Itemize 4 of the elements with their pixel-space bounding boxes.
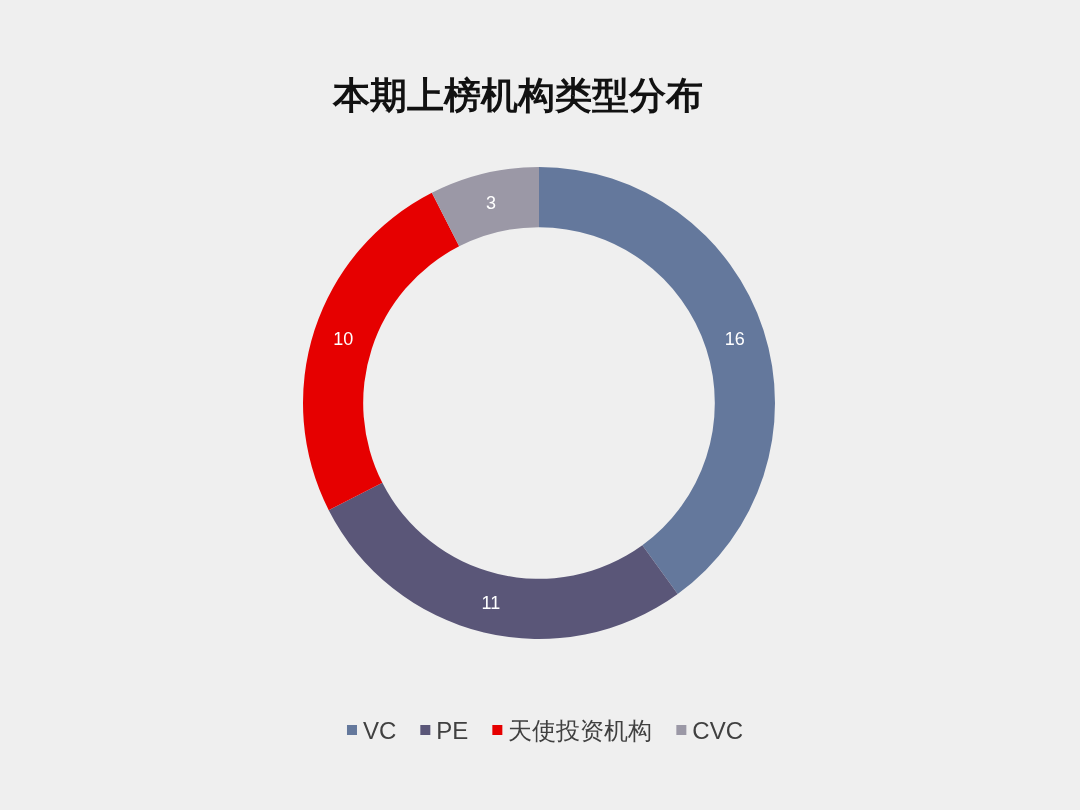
legend-label: VC — [362, 716, 397, 744]
title: 本期上榜机构类型分布 — [333, 75, 703, 116]
legend-label: CVC — [692, 716, 744, 744]
legend-label: PE — [436, 716, 469, 744]
